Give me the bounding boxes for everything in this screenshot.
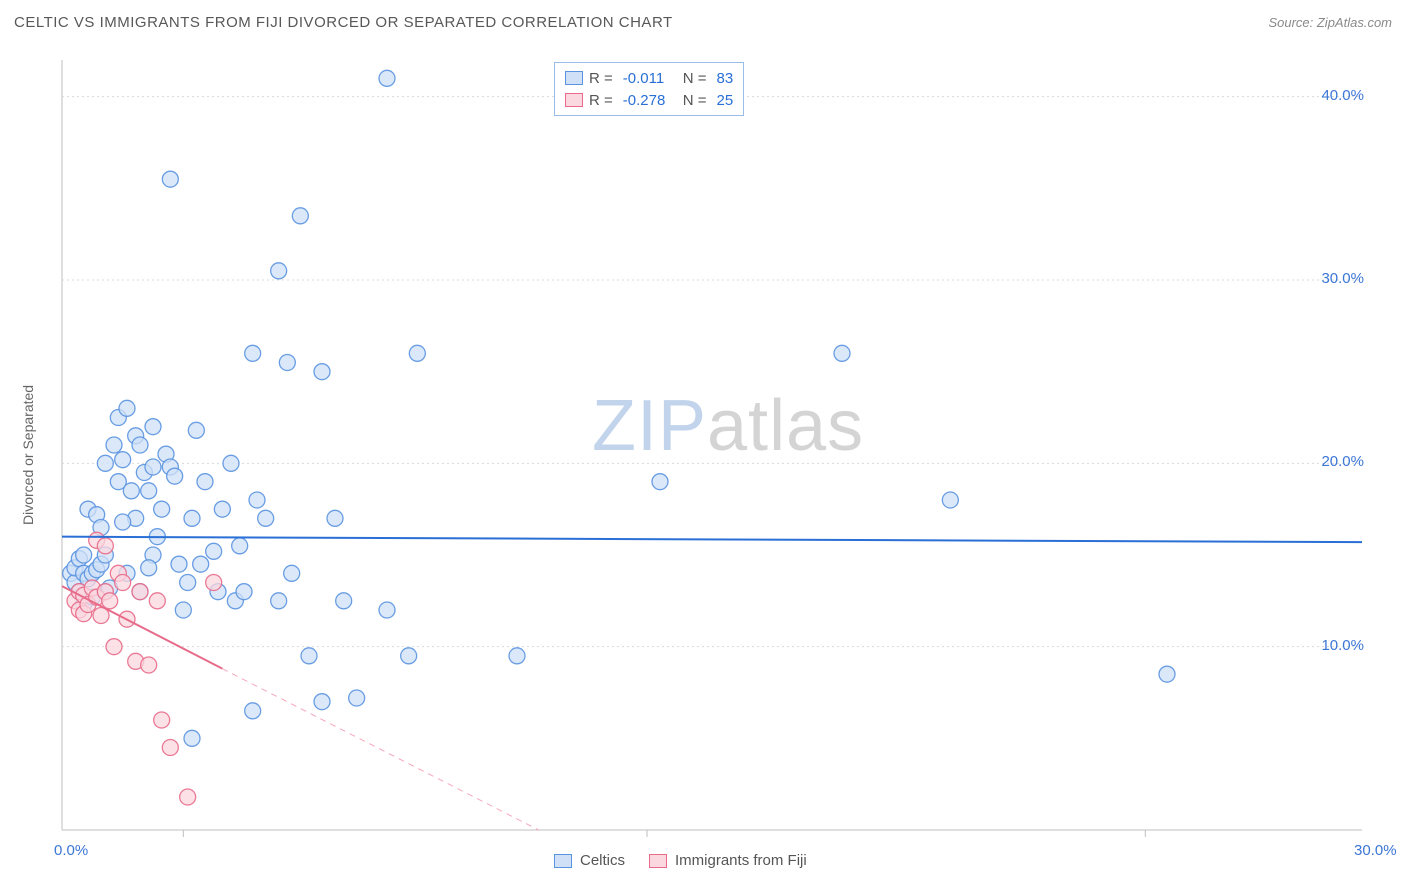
legend-series: Celtics Immigrants from Fiji: [554, 852, 807, 869]
r-label: R =: [589, 70, 613, 87]
x-tick-label: 30.0%: [1354, 842, 1397, 859]
data-point: [279, 355, 295, 371]
source-label: Source: ZipAtlas.com: [1268, 15, 1392, 30]
data-point: [171, 556, 187, 572]
n-value: 25: [713, 92, 734, 109]
data-point: [214, 501, 230, 517]
data-point: [145, 459, 161, 475]
data-point: [115, 575, 131, 591]
y-tick-label: 30.0%: [1321, 270, 1364, 287]
correlation-chart: Divorced or Separated ZIPatlas R =-0.011…: [14, 50, 1392, 878]
data-point: [132, 584, 148, 600]
legend-item: Celtics: [554, 852, 625, 869]
data-point: [145, 419, 161, 435]
legend-label: Immigrants from Fiji: [675, 852, 807, 869]
data-point: [258, 510, 274, 526]
data-point: [162, 740, 178, 756]
data-point: [167, 468, 183, 484]
data-point: [97, 538, 113, 554]
data-point: [245, 703, 261, 719]
data-point: [102, 593, 118, 609]
data-point: [141, 483, 157, 499]
data-point: [119, 400, 135, 416]
data-point: [123, 483, 139, 499]
data-point: [301, 648, 317, 664]
data-point: [175, 602, 191, 618]
data-point: [314, 694, 330, 710]
data-point: [292, 208, 308, 224]
legend-stat-row: R = -0.011 N = 83: [565, 67, 733, 89]
data-point: [149, 593, 165, 609]
data-point: [180, 789, 196, 805]
legend-swatch: [649, 854, 667, 868]
data-point: [188, 422, 204, 438]
data-point: [236, 584, 252, 600]
legend-stat-row: R = -0.278 N = 25: [565, 89, 733, 111]
data-point: [184, 730, 200, 746]
data-point: [409, 345, 425, 361]
legend-swatch: [565, 93, 583, 107]
data-point: [1159, 666, 1175, 682]
n-value: 83: [713, 70, 734, 87]
x-tick-label: 0.0%: [54, 842, 88, 859]
data-point: [314, 364, 330, 380]
data-point: [379, 602, 395, 618]
data-point: [154, 712, 170, 728]
data-point: [132, 437, 148, 453]
data-point: [162, 171, 178, 187]
data-point: [401, 648, 417, 664]
data-point: [336, 593, 352, 609]
data-point: [232, 538, 248, 554]
data-point: [379, 70, 395, 86]
data-point: [652, 474, 668, 490]
data-point: [184, 510, 200, 526]
data-point: [115, 452, 131, 468]
legend-label: Celtics: [580, 852, 625, 869]
data-point: [271, 263, 287, 279]
legend-stats: R = -0.011 N = 83 R = -0.278 N = 25: [554, 62, 744, 116]
legend-swatch: [554, 854, 572, 868]
data-point: [76, 547, 92, 563]
data-point: [197, 474, 213, 490]
data-point: [106, 437, 122, 453]
data-point: [141, 657, 157, 673]
y-tick-label: 10.0%: [1321, 637, 1364, 654]
legend-item: Immigrants from Fiji: [649, 852, 807, 869]
r-label: R =: [589, 92, 613, 109]
data-point: [834, 345, 850, 361]
n-label: N =: [675, 92, 707, 109]
data-point: [206, 575, 222, 591]
data-point: [206, 543, 222, 559]
data-point: [154, 501, 170, 517]
data-point: [106, 639, 122, 655]
data-point: [509, 648, 525, 664]
data-point: [349, 690, 365, 706]
y-axis-label: Divorced or Separated: [20, 385, 36, 525]
legend-swatch: [565, 71, 583, 85]
data-point: [141, 560, 157, 576]
n-label: N =: [675, 70, 707, 87]
data-point: [223, 455, 239, 471]
data-point: [271, 593, 287, 609]
trend-line-extension: [222, 669, 538, 830]
data-point: [284, 565, 300, 581]
data-point: [249, 492, 265, 508]
y-tick-label: 40.0%: [1321, 87, 1364, 104]
data-point: [245, 345, 261, 361]
data-point: [327, 510, 343, 526]
y-tick-label: 20.0%: [1321, 453, 1364, 470]
data-point: [942, 492, 958, 508]
r-value: -0.011: [619, 70, 669, 87]
data-point: [180, 575, 196, 591]
data-point: [115, 514, 131, 530]
data-point: [193, 556, 209, 572]
data-point: [97, 455, 113, 471]
page-title: CELTIC VS IMMIGRANTS FROM FIJI DIVORCED …: [14, 14, 673, 31]
r-value: -0.278: [619, 92, 669, 109]
